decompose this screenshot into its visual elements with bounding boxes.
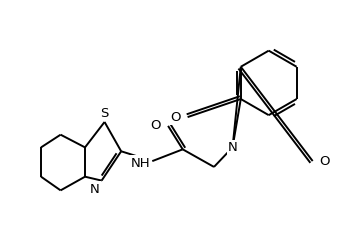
Text: S: S	[100, 107, 109, 120]
Text: N: N	[228, 141, 237, 154]
Text: O: O	[151, 119, 161, 132]
Text: NH: NH	[131, 157, 150, 169]
Text: O: O	[170, 111, 181, 124]
Text: N: N	[90, 182, 100, 196]
Text: O: O	[319, 155, 330, 167]
